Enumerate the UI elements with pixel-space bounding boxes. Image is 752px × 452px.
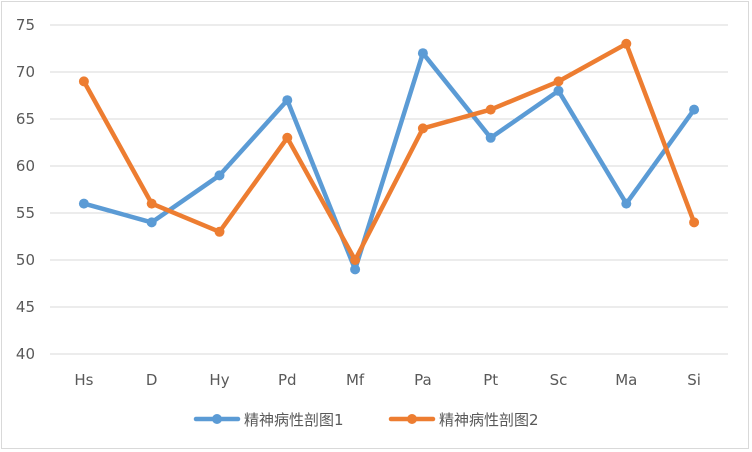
data-point bbox=[689, 217, 700, 228]
data-point bbox=[417, 48, 428, 59]
data-point bbox=[621, 198, 632, 209]
legend-item: 精神病性剖图1 bbox=[193, 411, 344, 429]
data-point bbox=[417, 123, 428, 134]
data-point bbox=[553, 76, 564, 87]
data-point bbox=[485, 104, 496, 115]
x-tick-label: Pt bbox=[483, 371, 498, 389]
series-line bbox=[81, 50, 697, 272]
legend-label: 精神病性剖图1 bbox=[244, 411, 344, 429]
legend: 精神病性剖图1 精神病性剖图2 bbox=[193, 411, 539, 429]
series-layer bbox=[78, 38, 700, 275]
data-point bbox=[689, 104, 700, 115]
data-point bbox=[350, 255, 361, 265]
data-point bbox=[621, 38, 632, 49]
y-tick-label: 70 bbox=[16, 63, 35, 81]
x-tick-label: D bbox=[146, 371, 158, 389]
x-tick-label: Pd bbox=[278, 371, 297, 389]
y-tick-label: 55 bbox=[16, 204, 35, 222]
y-tick-label: 40 bbox=[16, 345, 35, 363]
data-point bbox=[146, 217, 157, 228]
series-line bbox=[81, 41, 697, 263]
x-tick-label: Si bbox=[687, 371, 701, 389]
data-point bbox=[485, 132, 496, 143]
data-point bbox=[350, 264, 361, 275]
x-tick-label: Hy bbox=[209, 371, 229, 389]
data-point bbox=[78, 198, 89, 209]
data-point bbox=[78, 76, 89, 87]
legend-swatch-marker bbox=[407, 414, 417, 424]
x-tick-label: Hs bbox=[74, 371, 93, 389]
y-tick-label: 50 bbox=[16, 251, 35, 269]
series-2 bbox=[78, 38, 700, 265]
legend-swatch-marker bbox=[212, 414, 222, 424]
legend-item: 精神病性剖图2 bbox=[388, 411, 539, 429]
y-axis-ticks: 40 45 50 55 60 65 70 75 bbox=[16, 16, 35, 363]
x-tick-label: Ma bbox=[615, 371, 637, 389]
x-tick-label: Pa bbox=[414, 371, 432, 389]
data-point bbox=[553, 85, 564, 96]
legend-label: 精神病性剖图2 bbox=[439, 411, 539, 429]
y-tick-label: 75 bbox=[16, 16, 35, 34]
y-tick-label: 65 bbox=[16, 110, 35, 128]
data-point bbox=[214, 170, 225, 181]
x-tick-label: Sc bbox=[550, 371, 568, 389]
y-tick-label: 60 bbox=[16, 157, 35, 175]
x-axis-ticks: Hs D Hy Pd Mf Pa Pt Sc Ma Si bbox=[74, 371, 701, 389]
data-point bbox=[214, 226, 225, 237]
series-1 bbox=[78, 48, 700, 275]
data-point bbox=[282, 95, 293, 106]
y-tick-label: 45 bbox=[16, 298, 35, 316]
x-tick-label: Mf bbox=[346, 371, 365, 389]
data-point bbox=[282, 132, 293, 143]
data-point bbox=[146, 198, 157, 209]
